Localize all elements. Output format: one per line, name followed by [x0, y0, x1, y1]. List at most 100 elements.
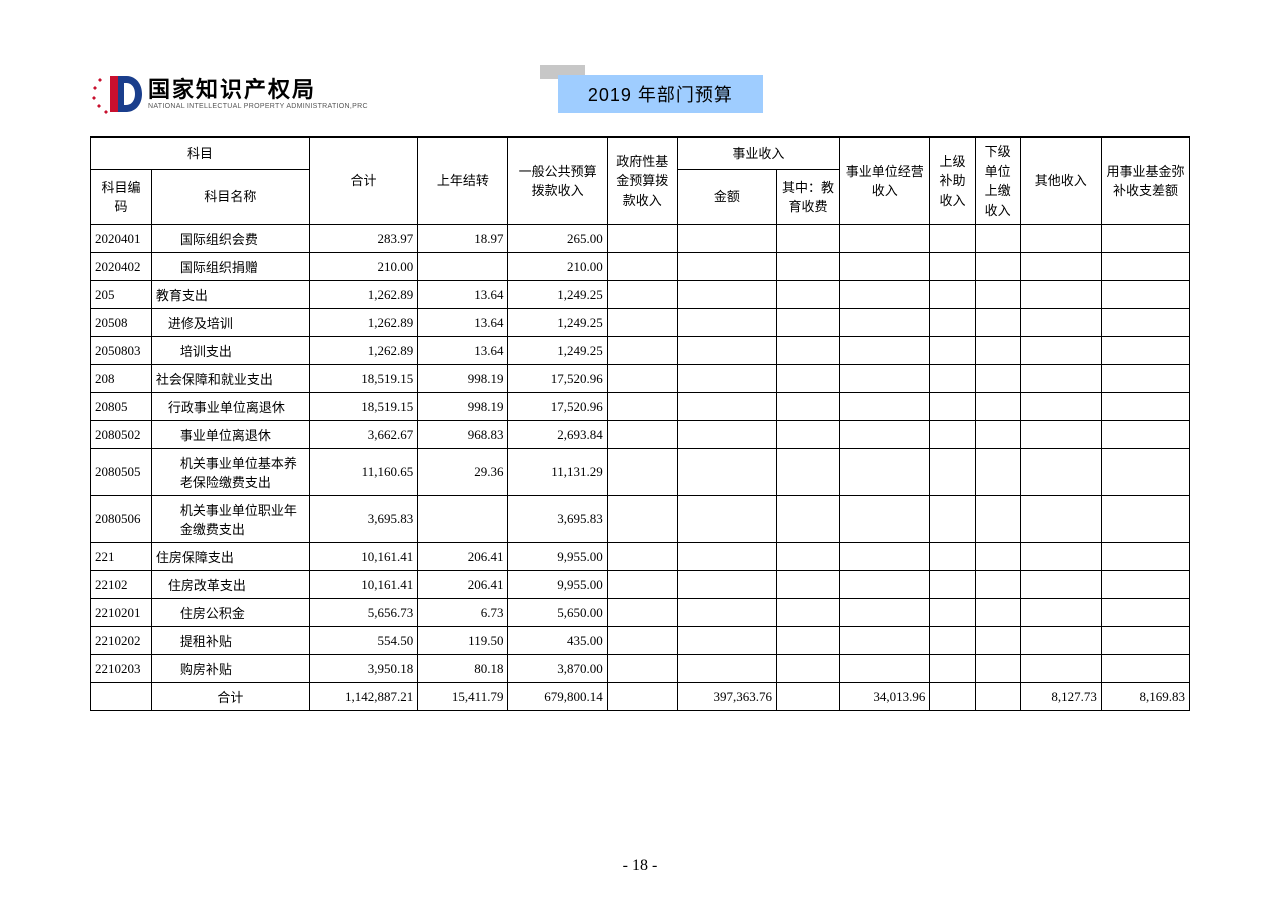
cell-upper	[930, 627, 975, 655]
cell-general: 1,249.25	[508, 309, 607, 337]
cell-name: 社会保障和就业支出	[151, 365, 309, 393]
cell-biz-amt	[677, 543, 776, 571]
cell-name: 事业单位离退休	[151, 421, 309, 449]
cell-total: 210.00	[309, 253, 417, 281]
cell-other	[1020, 627, 1101, 655]
cell-prev: 13.64	[418, 309, 508, 337]
cell-general: 3,695.83	[508, 496, 607, 543]
cell-lower	[975, 393, 1020, 421]
cell-prev: 206.41	[418, 571, 508, 599]
cell-lower	[975, 365, 1020, 393]
cell-upper	[930, 393, 975, 421]
cell-name: 进修及培训	[151, 309, 309, 337]
cell-upper	[930, 655, 975, 683]
cell-total: 11,160.65	[309, 449, 417, 496]
cell-gov	[607, 225, 677, 253]
cell-fund	[1101, 337, 1189, 365]
cell-oper	[840, 599, 930, 627]
cell-name: 购房补贴	[151, 655, 309, 683]
cell-gov	[607, 365, 677, 393]
cell-biz-amt	[677, 449, 776, 496]
cell-oper	[840, 225, 930, 253]
table-row: 2020401国际组织会费283.9718.97265.00	[91, 225, 1190, 253]
cell-prev: 13.64	[418, 337, 508, 365]
cell-name: 机关事业单位基本养老保险缴费支出	[151, 449, 309, 496]
cell-name: 合计	[151, 683, 309, 711]
cell-lower	[975, 627, 1020, 655]
cell-total: 5,656.73	[309, 599, 417, 627]
cell-total: 18,519.15	[309, 393, 417, 421]
cell-biz-amt	[677, 225, 776, 253]
cell-general: 265.00	[508, 225, 607, 253]
cell-gov	[607, 496, 677, 543]
cell-biz-amt	[677, 496, 776, 543]
cell-biz-edu	[776, 599, 839, 627]
cell-fund	[1101, 627, 1189, 655]
cell-upper	[930, 225, 975, 253]
table-body: 2020401国际组织会费283.9718.97265.002020402国际组…	[91, 225, 1190, 711]
cell-fund	[1101, 281, 1189, 309]
cell-name: 培训支出	[151, 337, 309, 365]
cell-code: 2080505	[91, 449, 152, 496]
cell-biz-amt	[677, 365, 776, 393]
cell-general: 435.00	[508, 627, 607, 655]
page-number: - 18 -	[0, 857, 1280, 875]
table-row: 221住房保障支出10,161.41206.419,955.00	[91, 543, 1190, 571]
cell-total: 3,950.18	[309, 655, 417, 683]
cell-oper	[840, 571, 930, 599]
cell-gov	[607, 683, 677, 711]
table-row: 208社会保障和就业支出18,519.15998.1917,520.96	[91, 365, 1190, 393]
table-row: 2210201住房公积金5,656.736.735,650.00	[91, 599, 1190, 627]
cell-prev: 80.18	[418, 655, 508, 683]
col-biz: 事业收入	[677, 137, 839, 170]
col-total: 合计	[309, 137, 417, 225]
col-lower: 下级单位上缴收入	[975, 137, 1020, 225]
cell-lower	[975, 599, 1020, 627]
cell-code: 2020401	[91, 225, 152, 253]
cell-gov	[607, 393, 677, 421]
cell-biz-edu	[776, 627, 839, 655]
cell-code: 221	[91, 543, 152, 571]
cell-fund	[1101, 571, 1189, 599]
table-row: 20805行政事业单位离退休18,519.15998.1917,520.96	[91, 393, 1190, 421]
col-upper: 上级补助收入	[930, 137, 975, 225]
cell-code: 2080506	[91, 496, 152, 543]
cell-fund	[1101, 421, 1189, 449]
cell-biz-amt	[677, 253, 776, 281]
col-other: 其他收入	[1020, 137, 1101, 225]
cell-total: 1,262.89	[309, 309, 417, 337]
cell-name: 国际组织捐赠	[151, 253, 309, 281]
cell-prev: 119.50	[418, 627, 508, 655]
cell-oper	[840, 337, 930, 365]
cell-lower	[975, 571, 1020, 599]
cell-total: 1,142,887.21	[309, 683, 417, 711]
cell-gov	[607, 449, 677, 496]
table-row: 2210203购房补贴3,950.1880.183,870.00	[91, 655, 1190, 683]
table-row: 2080505机关事业单位基本养老保险缴费支出11,160.6529.3611,…	[91, 449, 1190, 496]
cell-other	[1020, 393, 1101, 421]
cell-code: 2020402	[91, 253, 152, 281]
cell-gov	[607, 543, 677, 571]
cell-upper	[930, 449, 975, 496]
cell-upper	[930, 571, 975, 599]
cell-name: 住房改革支出	[151, 571, 309, 599]
cell-total: 18,519.15	[309, 365, 417, 393]
table-row: 2080502事业单位离退休3,662.67968.832,693.84	[91, 421, 1190, 449]
cell-total: 3,662.67	[309, 421, 417, 449]
cell-biz-edu	[776, 393, 839, 421]
cell-fund	[1101, 225, 1189, 253]
cell-upper	[930, 337, 975, 365]
cell-name: 教育支出	[151, 281, 309, 309]
cell-upper	[930, 421, 975, 449]
cell-general: 679,800.14	[508, 683, 607, 711]
cell-other	[1020, 496, 1101, 543]
cell-oper	[840, 655, 930, 683]
cell-biz-amt	[677, 337, 776, 365]
cell-other	[1020, 571, 1101, 599]
cell-general: 17,520.96	[508, 393, 607, 421]
cell-general: 210.00	[508, 253, 607, 281]
cell-general: 17,520.96	[508, 365, 607, 393]
cell-general: 9,955.00	[508, 571, 607, 599]
cell-lower	[975, 543, 1020, 571]
cell-general: 5,650.00	[508, 599, 607, 627]
